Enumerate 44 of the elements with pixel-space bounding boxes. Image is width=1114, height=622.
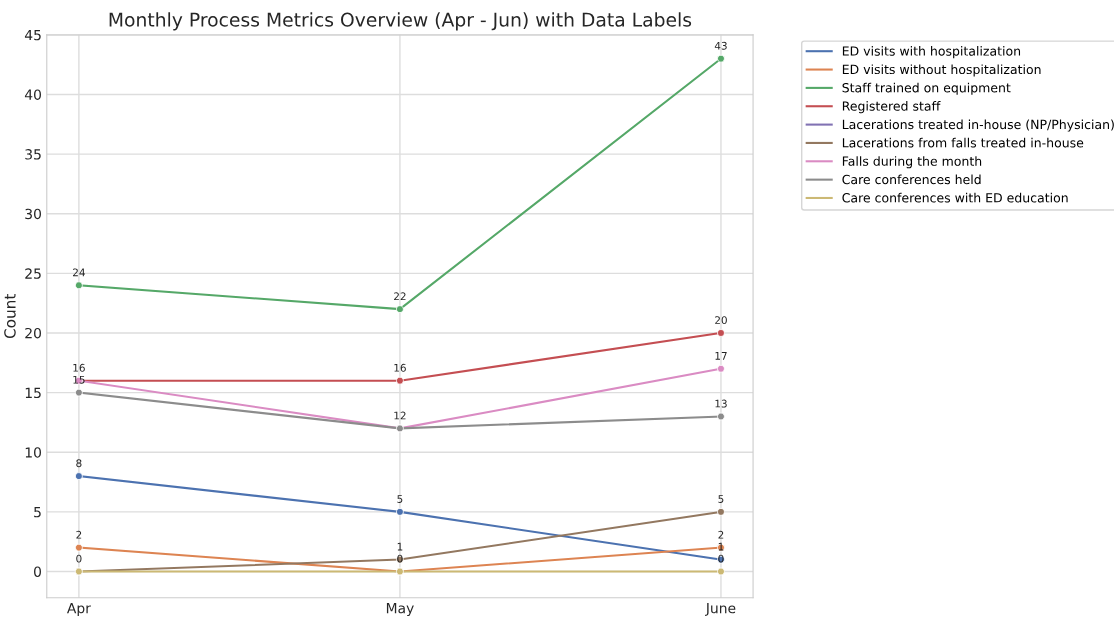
data-label: 1 [397,542,403,551]
y-tick-label: 5 [34,507,41,518]
legend-label: Care conferences with ED education [842,192,1068,203]
legend-label: Falls during the month [842,156,982,169]
y-tick-label: 0 [34,566,41,577]
data-label: 20 [715,316,727,325]
data-label: 0 [76,554,82,563]
data-label: 12 [394,411,406,420]
y-tick-label: 40 [24,89,41,100]
data-label: 13 [715,399,727,408]
data-label: 24 [73,268,85,277]
data-label: 1 [718,542,724,551]
legend-label: Registered staff [842,101,941,114]
legend-label: Care conferences held [842,174,981,185]
y-tick-label: 20 [25,327,41,339]
data-label: 5 [718,495,724,503]
data-label: 43 [714,41,727,50]
y-tick-label: 15 [25,387,41,399]
legend-label: ED visits with hospitalization [842,46,1021,59]
y-axis-title: Count [4,293,16,339]
data-label: 0 [718,554,724,563]
chart-title: Monthly Process Metrics Overview (Apr - Jun) with Data Labels [109,12,692,31]
y-tick-label: 45 [24,29,41,41]
data-label: 8 [76,459,82,468]
y-tick-label: 30 [25,208,41,220]
legend-label: Staff trained on equipment [842,82,1011,95]
data-label: 16 [73,363,85,372]
x-tick-label: June [705,603,736,616]
data-label: 2 [718,530,724,539]
x-tick-label: May [386,603,414,617]
data-label: 2 [76,530,82,539]
data-label: 22 [394,292,406,301]
data-label: 16 [394,363,406,372]
legend-label: Lacerations from falls treated in-house [842,137,1084,148]
data-label: 5 [397,495,403,503]
data-label: 15 [73,375,85,384]
data-label: 0 [397,554,403,563]
y-tick-label: 10 [25,447,41,458]
y-tick-label: 25 [25,268,41,279]
data-label: 17 [715,352,727,360]
legend-label: ED visits without hospitalization [842,64,1041,77]
y-tick-label: 35 [25,149,41,160]
x-tick-label: Apr [66,603,91,617]
legend-label: Lacerations treated in-house (NP/Physician) [842,119,1114,132]
